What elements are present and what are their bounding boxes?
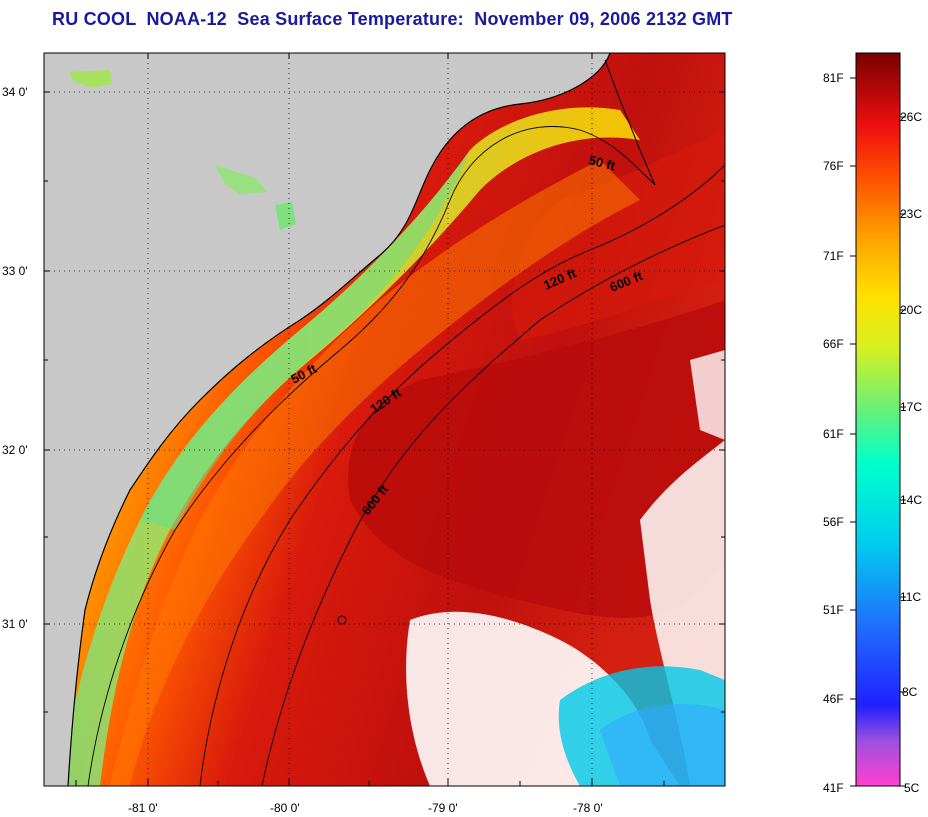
lat-label: 34 0' bbox=[2, 85, 28, 99]
contour-label: 50 ft bbox=[587, 152, 617, 173]
lon-label: -79 0' bbox=[428, 801, 458, 815]
colorbar-label-f: 66F bbox=[823, 337, 844, 351]
gulf-stream-core bbox=[348, 300, 725, 618]
lat-label: 33 0' bbox=[2, 264, 28, 278]
colorbar-label-f: 81F bbox=[823, 71, 844, 85]
lat-label: 32 0' bbox=[2, 443, 28, 457]
map-frame bbox=[43, 52, 726, 787]
colorbar-label-c: 14C bbox=[900, 493, 923, 507]
land-mass bbox=[44, 53, 610, 786]
map-title: RU COOL NOAA-12 Sea Surface Temperature:… bbox=[52, 9, 733, 29]
isobath-600ft bbox=[261, 224, 725, 786]
lon-label: -80 0' bbox=[270, 801, 300, 815]
colorbar-label-f: 71F bbox=[823, 249, 844, 263]
colorbar-label-c: 17C bbox=[900, 400, 923, 414]
isobath-50ft bbox=[87, 126, 656, 786]
lat-label: 31 0' bbox=[2, 617, 28, 631]
colorbar-label-f: 61F bbox=[823, 427, 844, 441]
colorbar bbox=[855, 52, 901, 787]
colorbar-label-f: 56F bbox=[823, 515, 844, 529]
colorbar-label-f: 76F bbox=[823, 159, 844, 173]
colorbar-label-c: 5C bbox=[904, 781, 920, 795]
isobath-120ft bbox=[199, 164, 725, 786]
colorbar-label-c: 23C bbox=[900, 207, 923, 221]
colorbar-label-c: 11C bbox=[900, 590, 922, 604]
colorbar-label-f: 51F bbox=[823, 603, 844, 617]
colorbar-label-f: 46F bbox=[823, 692, 844, 706]
colorbar-label-f: 41F bbox=[823, 781, 844, 795]
colorbar-label-c: 20C bbox=[900, 303, 923, 317]
colorbar-label-c: 8C bbox=[902, 685, 918, 699]
colorbar-label-c: 26C bbox=[900, 110, 923, 124]
lon-label: -81 0' bbox=[128, 801, 158, 815]
lon-label: -78 0' bbox=[573, 801, 603, 815]
